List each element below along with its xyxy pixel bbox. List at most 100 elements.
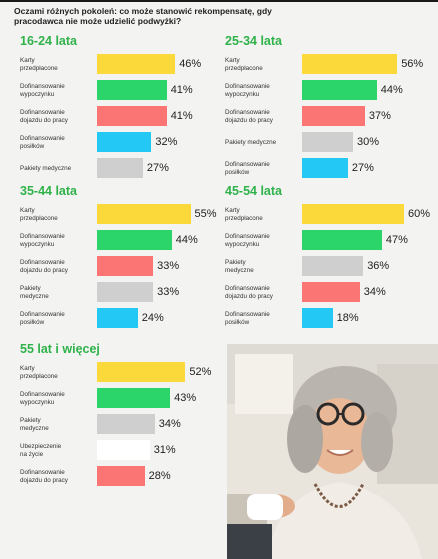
bar — [97, 80, 167, 100]
bar-label: Karty przedpłacone — [225, 57, 263, 72]
bar-label: Dofinansowanie wypoczynku — [20, 391, 65, 406]
bar-row: Dofinansowanie wypoczynku 41% — [20, 80, 193, 106]
bar-label: Dofinansowanie dojazdu do pracy — [20, 109, 68, 124]
bar-value-label: 24% — [141, 312, 164, 324]
bar-value-label: 41% — [170, 110, 193, 122]
bar-row: Dofinansowanie posiłków 24% — [20, 308, 164, 334]
bar — [97, 54, 176, 74]
bar-row: Pakiety medyczne 33% — [20, 282, 179, 308]
bar-row: Pakiety medyczne 27% — [20, 158, 169, 184]
bar-value-label: 37% — [368, 110, 391, 122]
bar — [97, 466, 145, 486]
bar-label: Dofinansowanie posiłków — [20, 135, 65, 150]
bar-row: Dofinansowanie wypoczynku 47% — [225, 230, 408, 256]
bar — [97, 132, 152, 152]
bar — [302, 282, 360, 302]
bar-value-label: 41% — [170, 84, 193, 96]
bar-value-label: 32% — [155, 136, 178, 148]
group-title: 45-54 lata — [225, 184, 282, 198]
bar-row: Dofinansowanie posiłków 18% — [225, 308, 359, 334]
bar-value-label: 34% — [363, 286, 386, 298]
bar-value-label: 47% — [385, 234, 408, 246]
bar — [302, 54, 398, 74]
bar-row: Dofinansowanie wypoczynku 44% — [225, 80, 403, 106]
bar — [97, 440, 150, 460]
bar-label: Karty przedpłacone — [20, 365, 58, 380]
bar — [97, 158, 143, 178]
bar-label: Pakiety medyczne — [225, 259, 254, 274]
bar-value-label: 27% — [351, 162, 374, 174]
group-title: 55 lat i więcej — [20, 342, 100, 356]
age-group-45-54: 45-54 lata Karty przedpłacone 60% Dofinansow… — [225, 184, 430, 334]
bar-row: Pakiety medyczne 34% — [20, 414, 181, 440]
bar-row: Karty przedpłacone 56% — [225, 54, 423, 80]
bar-value-label: 31% — [153, 444, 176, 456]
bar — [302, 204, 404, 224]
bar-label: Dofinansowanie wypoczynku — [20, 233, 65, 248]
bar — [97, 362, 186, 382]
bar-label: Pakiety medyczne — [20, 285, 49, 300]
bar-label: Dofinansowanie wypoczynku — [225, 83, 270, 98]
bar-value-label: 60% — [408, 208, 431, 220]
bar-row: Dofinansowanie wypoczynku 44% — [20, 230, 198, 256]
bar-row: Pakiety medyczne 36% — [225, 256, 389, 282]
bar — [97, 282, 154, 302]
bar-label: Karty przedpłacone — [225, 207, 263, 222]
bar-row: Dofinansowanie wypoczynku 43% — [20, 388, 196, 414]
bar — [97, 230, 172, 250]
bar-row: Pakiety medyczne 30% — [225, 132, 379, 158]
bar-label: Dofinansowanie posiłków — [20, 311, 65, 326]
bar-value-label: 30% — [357, 136, 380, 148]
bar-label: Pakiety medyczne — [225, 139, 277, 146]
bar — [302, 256, 364, 276]
bar-label: Dofinansowanie wypoczynku — [20, 83, 65, 98]
bar-value-label: 44% — [175, 234, 198, 246]
bar-row: Dofinansowanie dojazdu do pracy 41% — [20, 106, 193, 132]
bar-label: Dofinansowanie wypoczynku — [225, 233, 270, 248]
bar — [302, 158, 348, 178]
bar-row: Karty przedpłacone 52% — [20, 362, 211, 388]
group-title: 25-34 lata — [225, 34, 282, 48]
bar-value-label: 44% — [380, 84, 403, 96]
bar-row: Dofinansowanie dojazdu do pracy 34% — [225, 282, 386, 308]
bar-value-label: 18% — [336, 312, 359, 324]
bar-value-label: 52% — [189, 366, 212, 378]
bar — [302, 308, 333, 328]
age-group-35-44: 35-44 lata Karty przedpłacone 55% Dofinansow… — [20, 184, 217, 334]
bar-label: Pakiety medyczne — [20, 165, 72, 172]
bar — [97, 388, 171, 408]
bar-row: Dofinansowanie posiłków 32% — [20, 132, 177, 158]
bar-value-label: 43% — [174, 392, 197, 404]
bar-value-label: 27% — [146, 162, 169, 174]
bar — [97, 308, 138, 328]
bar-label: Dofinansowanie dojazdu do pracy — [225, 109, 273, 124]
bar-label: Karty przedpłacone — [20, 207, 58, 222]
bar — [97, 256, 154, 276]
page-heading: Oczami różnych pokoleń: co może stanowić… — [14, 6, 272, 26]
age-group-25-34: 25-34 lata Karty przedpłacone 56% Dofinansow… — [225, 34, 423, 184]
bar-value-label: 33% — [157, 260, 180, 272]
bar — [97, 414, 155, 434]
bar — [302, 106, 365, 126]
bar-row: Dofinansowanie dojazdu do pracy 33% — [20, 256, 179, 282]
bar-label: Dofinansowanie posiłków — [225, 161, 270, 176]
bar — [302, 132, 353, 152]
bar-value-label: 28% — [148, 470, 171, 482]
bar-row: Dofinansowanie dojazdu do pracy 28% — [20, 466, 171, 492]
top-rule — [0, 0, 438, 2]
bar-value-label: 55% — [194, 208, 217, 220]
bar — [302, 230, 382, 250]
bar-value-label: 33% — [157, 286, 180, 298]
age-group-55-plus: 55 lat i więcej Karty przedpłacone 52% Dofin… — [20, 342, 211, 492]
group-title: 16-24 lata — [20, 34, 77, 48]
bar-value-label: 56% — [401, 58, 424, 70]
bar-value-label: 36% — [367, 260, 390, 272]
bar — [97, 106, 167, 126]
bar-label: Ubezpieczenie na życie — [20, 443, 62, 458]
woman-photo — [227, 344, 438, 559]
bar-value-label: 46% — [179, 58, 202, 70]
bar-label: Dofinansowanie dojazdu do pracy — [225, 285, 273, 300]
bar-row: Karty przedpłacone 60% — [225, 204, 430, 230]
group-title: 35-44 lata — [20, 184, 77, 198]
bar-label: Karty przedpłacone — [20, 57, 58, 72]
